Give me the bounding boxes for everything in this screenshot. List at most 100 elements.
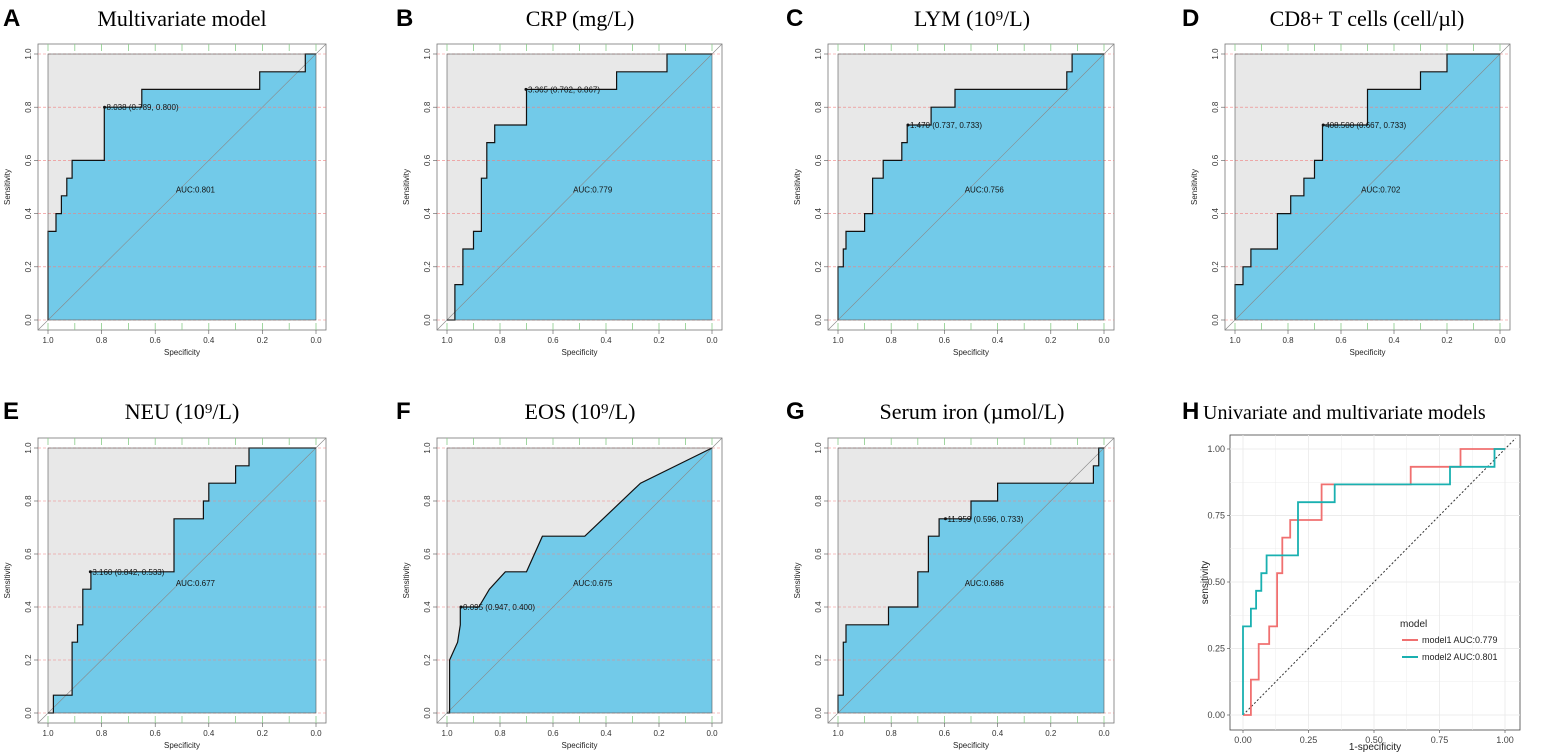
- auc-label: AUC:0.756: [965, 185, 1005, 194]
- y-axis-label: Sensitivity: [402, 169, 411, 205]
- panel-g: G Serum iron (µmol/L) 11.959 (0.596, 0.733…: [786, 398, 1115, 750]
- y-tick-label: 1.00: [1207, 444, 1225, 454]
- threshold-label: 408.500 (0.667, 0.733): [1325, 121, 1406, 130]
- x-axis-label: Specificity: [953, 348, 989, 357]
- y-tick-label: 0.6: [1211, 154, 1220, 166]
- x-tick-label: 0.8: [886, 336, 898, 345]
- x-tick-label: 1.00: [1496, 735, 1514, 745]
- chart-title: EOS (10⁹/L): [525, 399, 636, 424]
- x-tick-label: 0.0: [1098, 729, 1110, 738]
- y-tick-label: 0.4: [1211, 207, 1220, 219]
- y-axis-label: Sensitivity: [3, 169, 12, 205]
- y-tick-label: 0.50: [1207, 577, 1225, 587]
- x-tick-label: 0.0: [310, 729, 322, 738]
- legend: model model1 AUC:0.779 model2 AUC:0.801: [1400, 619, 1498, 662]
- reference-diagonal: [827, 43, 1115, 331]
- legend-title: model: [1400, 619, 1427, 630]
- x-tick-label: 1.0: [441, 729, 453, 738]
- panel-b: B CRP (mg/L) 3.365 (0.702, 0.867) AUC:0.779…: [396, 5, 723, 357]
- panel-label: B: [396, 5, 413, 32]
- threshold-label: 8.038 (0.789, 0.800): [107, 103, 179, 112]
- x-tick-label: 0.2: [257, 729, 269, 738]
- legend-entry-2: model2 AUC:0.801: [1422, 652, 1498, 662]
- threshold-point: [1321, 123, 1325, 127]
- x-axis-label: 1-specificity: [1349, 742, 1401, 753]
- plot-box: [837, 447, 1105, 714]
- reference-diagonal: [827, 437, 1115, 724]
- panel-c: C LYM (10⁹/L) 1.470 (0.737, 0.733) AUC:0.75…: [786, 5, 1115, 357]
- plot-box: [446, 53, 713, 321]
- roc-curve: [837, 447, 1104, 713]
- y-tick-label: 0.8: [423, 495, 432, 507]
- reference-diagonal: [1242, 438, 1516, 716]
- x-tick-label: 0.0: [1494, 336, 1506, 345]
- y-tick-label: 1.0: [814, 442, 823, 454]
- x-tick-label: 1.0: [42, 336, 54, 345]
- x-tick-label: 0.4: [600, 336, 612, 345]
- y-tick-label: 1.0: [814, 48, 823, 60]
- y-tick-label: 0.2: [814, 654, 823, 666]
- x-tick-label: 0.8: [96, 729, 108, 738]
- x-tick-label: 1.0: [1229, 336, 1241, 345]
- x-axis-label: Specificity: [561, 348, 597, 357]
- y-tick-label: 0.0: [814, 314, 823, 326]
- y-tick-label: 0.4: [24, 207, 33, 219]
- y-tick-label: 0.2: [24, 654, 33, 666]
- x-tick-label: 0.2: [1045, 336, 1057, 345]
- y-axis-label: Sensitivity: [793, 562, 802, 598]
- y-tick-label: 0.2: [423, 654, 432, 666]
- y-tick-label: 0.0: [24, 314, 33, 326]
- threshold-point: [524, 87, 528, 91]
- threshold-point: [88, 570, 92, 574]
- auc-label: AUC:0.686: [965, 579, 1005, 588]
- x-axis-label: Specificity: [1349, 348, 1385, 357]
- x-tick-label: 0.0: [310, 336, 322, 345]
- y-tick-label: 0.0: [423, 707, 432, 719]
- y-tick-label: 0.00: [1207, 710, 1225, 720]
- plot-box: [47, 447, 317, 714]
- y-tick-label: 0.4: [24, 601, 33, 613]
- panel-label: A: [3, 5, 20, 32]
- auc-label: AUC:0.702: [1361, 185, 1401, 194]
- y-tick-label: 0.8: [423, 101, 432, 113]
- chart-title: NEU (10⁹/L): [125, 399, 240, 424]
- reference-diagonal: [1224, 43, 1511, 331]
- reference-diagonal: [37, 437, 327, 724]
- legend-entry-1: model1 AUC:0.779: [1422, 635, 1498, 645]
- panel-label: D: [1182, 5, 1199, 32]
- x-tick-label: 0.50: [1365, 735, 1383, 745]
- y-tick-label: 0.0: [814, 707, 823, 719]
- panel-label: F: [396, 398, 411, 425]
- panel-d: D CD8+ T cells (cell/µl) 408.500 (0.667, 0…: [1182, 5, 1511, 357]
- x-tick-label: 0.0: [706, 729, 718, 738]
- x-tick-label: 0.2: [653, 729, 665, 738]
- panel-label: H: [1182, 398, 1199, 425]
- chart-title: LYM (10⁹/L): [914, 6, 1030, 31]
- plot-frame: [1229, 434, 1521, 731]
- plot-box: [47, 53, 317, 321]
- x-tick-label: 0.4: [203, 336, 215, 345]
- x-tick-label: 0.00: [1234, 735, 1252, 745]
- plot-box: [837, 53, 1105, 321]
- y-tick-label: 0.2: [1211, 261, 1220, 273]
- y-tick-label: 0.6: [24, 548, 33, 560]
- x-tick-label: 0.6: [1335, 336, 1347, 345]
- x-tick-label: 0.6: [939, 729, 951, 738]
- y-tick-label: 0.6: [24, 154, 33, 166]
- x-tick-label: 0.8: [96, 336, 108, 345]
- panel-label: C: [786, 5, 803, 32]
- auc-label: AUC:0.801: [176, 185, 216, 194]
- y-tick-label: 0.0: [423, 314, 432, 326]
- y-tick-label: 0.8: [1211, 101, 1220, 113]
- auc-label: AUC:0.677: [176, 579, 216, 588]
- y-axis-label: Sensitivity: [402, 562, 411, 598]
- chart-title: CRP (mg/L): [526, 6, 635, 31]
- x-tick-label: 0.8: [494, 729, 506, 738]
- auc-label: AUC:0.675: [573, 579, 613, 588]
- roc-curve: [48, 447, 316, 714]
- threshold-point: [906, 123, 910, 127]
- x-axis-label: Specificity: [164, 348, 200, 357]
- chart-title: Univariate and multivariate models: [1203, 402, 1486, 424]
- chart-title: CD8+ T cells (cell/µl): [1270, 6, 1465, 31]
